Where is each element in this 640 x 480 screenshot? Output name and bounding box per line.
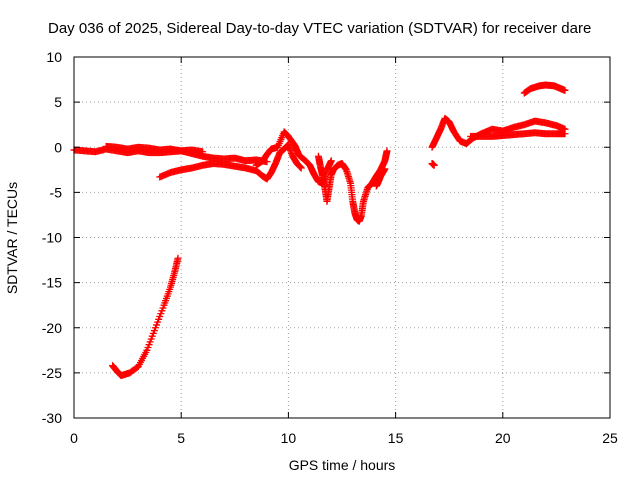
series-trace-10 <box>520 81 569 97</box>
data-point-markers <box>252 128 335 187</box>
grid <box>74 57 610 418</box>
data-point-markers <box>109 254 182 380</box>
x-tick-label: 0 <box>70 430 78 446</box>
y-tick-label: 5 <box>54 94 62 110</box>
data-point-markers <box>428 159 438 169</box>
y-tick-label: -15 <box>42 275 62 291</box>
y-axis-label: SDTVAR / TECUs <box>4 182 20 294</box>
x-tick-label: 20 <box>495 430 511 446</box>
y-tick-label: -10 <box>42 230 62 246</box>
data-point-markers <box>372 165 389 190</box>
series-trace-5 <box>314 147 391 225</box>
y-tick-label: 0 <box>54 139 62 155</box>
series-trace-3 <box>156 141 305 183</box>
data-point-markers <box>314 147 391 225</box>
x-tick-label: 5 <box>177 430 185 446</box>
series-trace-6 <box>372 165 389 190</box>
data-point-markers <box>428 114 569 151</box>
data-marks <box>70 81 569 380</box>
data-point-markers <box>102 142 271 166</box>
series-trace-2 <box>102 142 271 166</box>
data-point-markers <box>467 129 569 140</box>
series-trace-4 <box>252 128 335 187</box>
y-tick-label: -5 <box>50 184 63 200</box>
series-trace-11 <box>109 254 182 380</box>
axis-ticks: 0 5 10 15 20 25 10 5 0 -5 -10 -15 -20 -25 -30 <box>42 49 618 446</box>
data-point-markers <box>520 81 569 97</box>
x-tick-label: 15 <box>388 430 404 446</box>
x-tick-label: 25 <box>602 430 618 446</box>
series-trace-8 <box>428 114 569 151</box>
y-tick-label: -25 <box>42 365 62 381</box>
x-axis-label: GPS time / hours <box>289 457 396 473</box>
y-tick-label: -30 <box>42 410 62 426</box>
y-tick-label: -20 <box>42 320 62 336</box>
series-trace-9 <box>467 129 569 140</box>
x-tick-label: 10 <box>281 430 297 446</box>
y-tick-label: 10 <box>46 49 62 65</box>
series-trace-7 <box>428 159 438 169</box>
data-point-markers <box>156 141 305 183</box>
chart-title: Day 036 of 2025, Sidereal Day-to-day VTE… <box>48 20 591 37</box>
